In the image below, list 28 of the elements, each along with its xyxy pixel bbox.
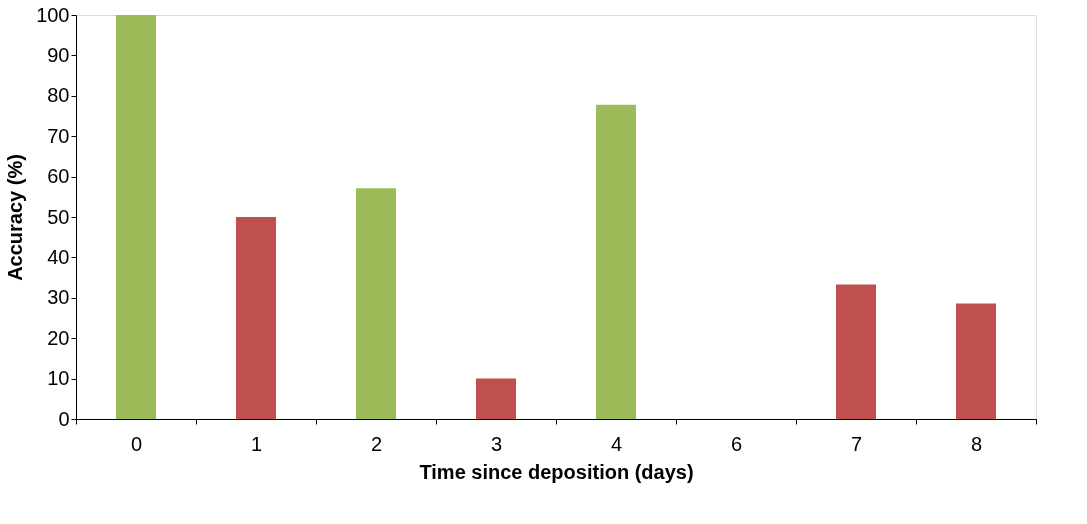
x-tick-label: 6 <box>730 432 743 455</box>
y-tick-label: 80 <box>47 84 70 107</box>
x-axis-title: Time since deposition (days) <box>419 460 694 483</box>
bar <box>236 217 276 419</box>
bar <box>116 15 156 419</box>
y-tick-label: 30 <box>47 286 70 309</box>
y-axis-title: Accuracy (%) <box>4 154 27 281</box>
y-tick-label: 40 <box>47 245 70 268</box>
y-tick-label: 0 <box>58 407 70 430</box>
bar <box>356 188 396 419</box>
y-tick-label: 60 <box>47 165 70 188</box>
y-tick-label: 70 <box>47 124 70 147</box>
y-tick-label: 90 <box>47 43 70 66</box>
x-tick-label: 8 <box>970 432 983 455</box>
y-tick-label: 20 <box>47 326 70 349</box>
y-tick-label: 50 <box>47 205 70 228</box>
x-tick-label: 2 <box>370 432 383 455</box>
x-tick-label: 0 <box>130 432 143 455</box>
y-tick-label: 10 <box>47 367 70 390</box>
bar <box>476 378 516 419</box>
bar <box>956 303 996 419</box>
bar <box>836 284 876 419</box>
x-tick-label: 1 <box>250 432 263 455</box>
bar <box>596 104 636 419</box>
x-tick-label: 7 <box>850 432 863 455</box>
x-tick-label: 4 <box>610 432 623 455</box>
y-tick-label: 100 <box>36 3 70 26</box>
x-tick-label: 3 <box>490 432 503 455</box>
